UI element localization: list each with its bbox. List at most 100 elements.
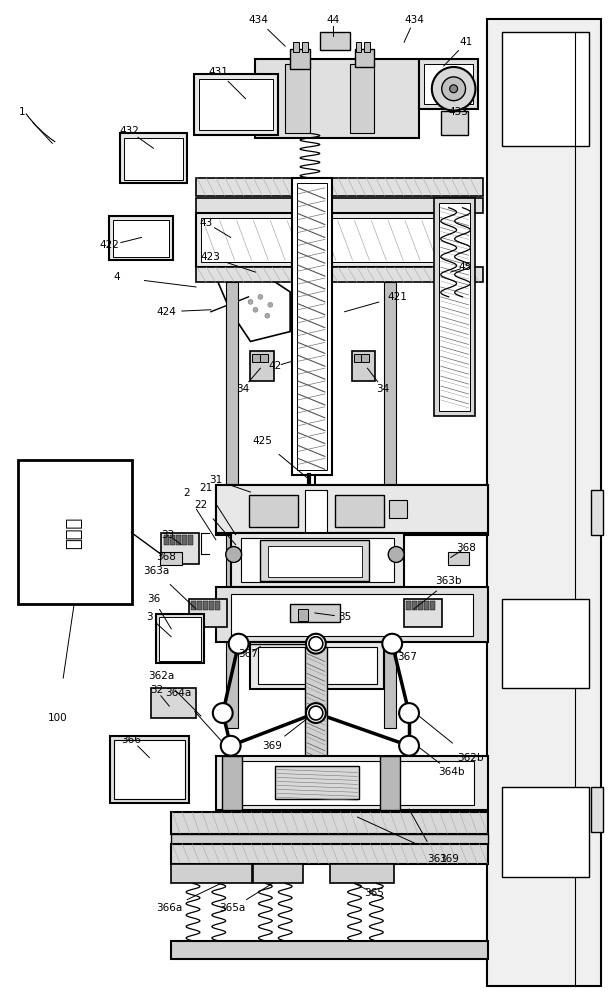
Text: 32: 32: [150, 685, 163, 695]
Bar: [222, 756, 242, 810]
Bar: [216, 587, 488, 642]
Text: 361: 361: [427, 854, 447, 864]
Bar: [226, 282, 238, 728]
Bar: [305, 490, 327, 538]
Bar: [18, 460, 132, 604]
Text: 366: 366: [122, 735, 141, 745]
Bar: [196, 198, 484, 213]
Circle shape: [449, 85, 457, 93]
Bar: [196, 267, 484, 282]
Bar: [164, 535, 169, 545]
Text: 432: 432: [120, 126, 139, 136]
Bar: [255, 59, 419, 138]
Bar: [171, 834, 488, 844]
Bar: [160, 617, 201, 661]
Text: 36: 36: [147, 594, 160, 604]
Bar: [261, 354, 269, 362]
Text: 1: 1: [19, 107, 26, 117]
Bar: [591, 490, 604, 535]
Text: 364b: 364b: [438, 767, 465, 777]
Bar: [290, 49, 310, 69]
Text: 34: 34: [376, 384, 390, 394]
Text: 34: 34: [236, 384, 249, 394]
Text: 365: 365: [364, 888, 384, 898]
Bar: [412, 601, 417, 610]
Bar: [216, 485, 488, 535]
Circle shape: [265, 313, 270, 318]
Circle shape: [399, 736, 419, 756]
Bar: [335, 495, 384, 527]
Circle shape: [309, 706, 323, 720]
Bar: [241, 538, 394, 582]
Bar: [384, 282, 396, 728]
Circle shape: [258, 294, 263, 299]
Text: 369: 369: [262, 741, 282, 751]
Bar: [364, 42, 370, 52]
Bar: [114, 740, 185, 799]
Text: 管理部: 管理部: [65, 517, 83, 549]
Bar: [502, 787, 590, 877]
Bar: [434, 198, 476, 416]
Circle shape: [388, 547, 404, 562]
Text: 31: 31: [209, 475, 222, 485]
Bar: [354, 49, 375, 67]
Text: 41: 41: [460, 37, 473, 47]
Text: 369: 369: [438, 854, 459, 864]
Bar: [209, 601, 214, 610]
Circle shape: [253, 307, 258, 312]
Text: 423: 423: [201, 252, 221, 262]
Bar: [362, 354, 370, 362]
Circle shape: [382, 634, 402, 654]
Text: 363a: 363a: [143, 566, 169, 576]
Text: 368: 368: [157, 552, 176, 562]
Bar: [424, 64, 473, 104]
Bar: [171, 844, 488, 864]
Text: 425: 425: [253, 436, 272, 446]
Bar: [258, 647, 378, 684]
Text: 368: 368: [457, 543, 476, 553]
Bar: [305, 647, 327, 775]
Bar: [113, 220, 169, 257]
Circle shape: [309, 637, 323, 651]
Bar: [199, 79, 273, 130]
Text: 43: 43: [199, 218, 213, 228]
Bar: [215, 601, 220, 610]
Bar: [171, 864, 253, 883]
Bar: [350, 64, 375, 133]
Bar: [285, 64, 310, 133]
Bar: [320, 32, 350, 50]
Text: 362a: 362a: [148, 671, 174, 681]
Bar: [329, 864, 394, 883]
Bar: [380, 756, 400, 810]
Text: 42: 42: [269, 361, 282, 371]
Bar: [591, 787, 604, 832]
Text: 45: 45: [459, 262, 472, 272]
Bar: [430, 601, 435, 610]
Circle shape: [226, 547, 242, 562]
Text: 367: 367: [397, 652, 417, 662]
Circle shape: [229, 634, 248, 654]
Text: 362b: 362b: [457, 753, 484, 763]
Bar: [351, 351, 375, 381]
Bar: [248, 495, 298, 527]
Text: 33: 33: [161, 530, 175, 540]
Text: 433: 433: [449, 107, 468, 117]
Text: 434: 434: [404, 15, 424, 25]
Bar: [188, 535, 193, 545]
Bar: [231, 533, 404, 587]
Bar: [197, 601, 202, 610]
Circle shape: [221, 736, 241, 756]
Circle shape: [213, 703, 233, 723]
Bar: [502, 599, 590, 688]
Bar: [302, 42, 308, 52]
Circle shape: [306, 703, 326, 723]
Bar: [171, 535, 175, 545]
Bar: [293, 42, 299, 52]
Bar: [182, 535, 187, 545]
Text: 365a: 365a: [219, 903, 246, 913]
Bar: [419, 59, 479, 109]
Bar: [196, 178, 484, 196]
Bar: [250, 351, 274, 381]
Text: 434: 434: [248, 15, 269, 25]
Bar: [253, 864, 303, 883]
